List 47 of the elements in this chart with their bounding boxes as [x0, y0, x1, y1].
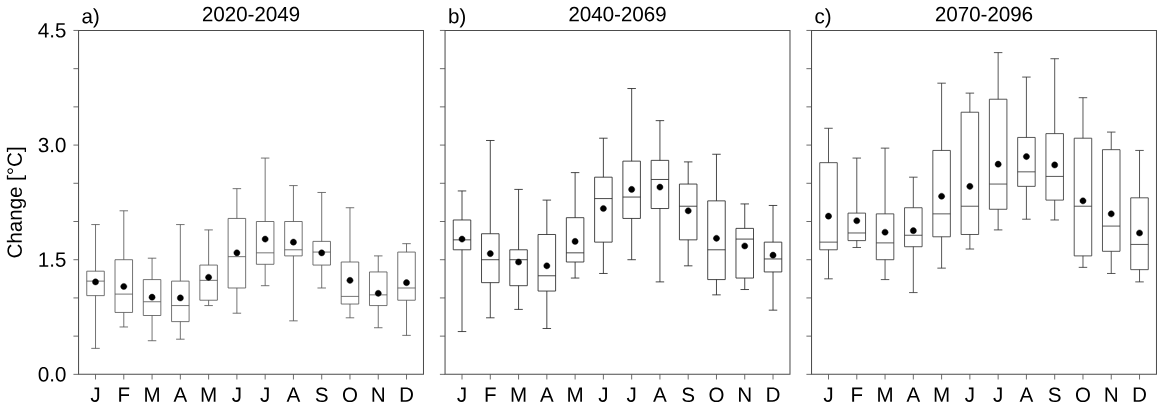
x-tick-label: J — [232, 387, 241, 402]
x-tick-label: A — [540, 387, 554, 402]
x-tick-label: J — [598, 387, 607, 402]
x-tick-label: S — [1048, 387, 1061, 403]
x-tick-label: O — [1075, 387, 1090, 403]
chart-title: 2020-2049 — [202, 6, 300, 22]
chart-title: 2070-2096 — [935, 6, 1033, 22]
x-tick-label: M — [145, 387, 159, 402]
x-tick-label: D — [1133, 387, 1146, 402]
x-tick-label: J — [90, 387, 100, 402]
x-tick-label: N — [372, 387, 384, 402]
x-tick-label: M — [878, 387, 892, 402]
x-tick-label: S — [682, 387, 695, 403]
y-tick-label: 4.5 — [38, 23, 66, 38]
x-tick-label: A — [173, 387, 188, 402]
x-tick-label: M — [568, 387, 582, 402]
y-tick-label: 1.5 — [39, 252, 66, 267]
x-tick-label: J — [260, 387, 269, 402]
x-tick-label: F — [119, 387, 130, 402]
chart-title: 2040-2069 — [569, 6, 666, 22]
x-tick-label: D — [400, 387, 413, 402]
x-tick-label: O — [709, 387, 724, 403]
x-tick-label: J — [823, 387, 833, 402]
x-tick-label: A — [653, 387, 667, 402]
y-axis-title: Change [°C] — [6, 147, 26, 258]
x-tick-label: N — [739, 387, 751, 402]
x-tick-label: J — [626, 387, 636, 402]
text: a) — [82, 8, 99, 28]
x-tick-label: F — [852, 387, 863, 402]
x-tick-label: D — [767, 387, 780, 402]
text: c) — [815, 8, 831, 28]
x-tick-label: A — [286, 387, 301, 402]
y-tick-label: 3.0 — [38, 137, 66, 153]
x-tick-label: O — [342, 387, 357, 403]
text: 0.0 — [38, 367, 66, 382]
text: b) — [449, 8, 465, 28]
x-tick-label: M — [511, 387, 526, 402]
x-tick-label: A — [906, 387, 921, 402]
x-tick-label: N — [1105, 387, 1117, 402]
x-tick-label: M — [934, 387, 949, 402]
x-tick-label: J — [965, 387, 974, 402]
x-tick-label: J — [457, 387, 466, 402]
x-tick-label: F — [485, 387, 496, 402]
x-tick-label: A — [1019, 387, 1034, 402]
x-tick-label: M — [201, 387, 216, 402]
x-tick-label: S — [315, 387, 328, 403]
x-tick-label: J — [993, 387, 1002, 402]
